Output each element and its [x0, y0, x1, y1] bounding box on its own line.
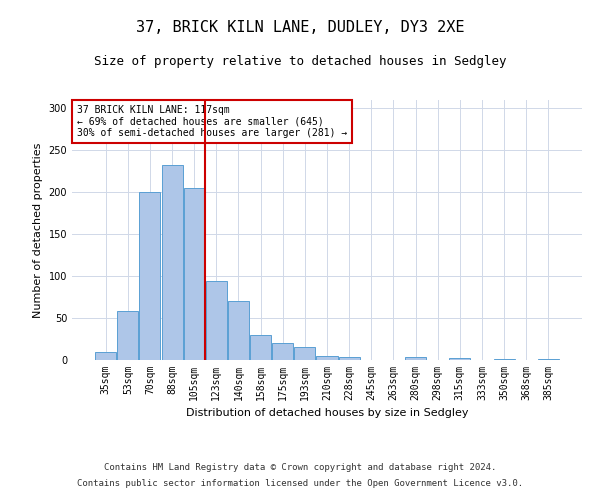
Bar [161, 164, 182, 360]
Bar [139, 192, 160, 360]
Bar [494, 359, 515, 360]
X-axis label: Distribution of detached houses by size in Sedgley: Distribution of detached houses by size … [186, 408, 468, 418]
Bar [118, 312, 139, 360]
Text: Contains HM Land Registry data © Crown copyright and database right 2024.: Contains HM Land Registry data © Crown c… [104, 464, 496, 472]
Text: Size of property relative to detached houses in Sedgley: Size of property relative to detached ho… [94, 55, 506, 68]
Bar [449, 358, 470, 360]
Bar [95, 352, 116, 360]
Bar [228, 302, 249, 360]
Bar [295, 348, 316, 360]
Text: 37 BRICK KILN LANE: 117sqm
← 69% of detached houses are smaller (645)
30% of sem: 37 BRICK KILN LANE: 117sqm ← 69% of deta… [77, 105, 347, 138]
Bar [338, 356, 359, 360]
Y-axis label: Number of detached properties: Number of detached properties [33, 142, 43, 318]
Bar [272, 343, 293, 360]
Bar [206, 281, 227, 360]
Text: 37, BRICK KILN LANE, DUDLEY, DY3 2XE: 37, BRICK KILN LANE, DUDLEY, DY3 2XE [136, 20, 464, 35]
Bar [184, 188, 205, 360]
Bar [250, 335, 271, 360]
Bar [405, 356, 426, 360]
Bar [538, 359, 559, 360]
Text: Contains public sector information licensed under the Open Government Licence v3: Contains public sector information licen… [77, 478, 523, 488]
Bar [316, 356, 338, 360]
